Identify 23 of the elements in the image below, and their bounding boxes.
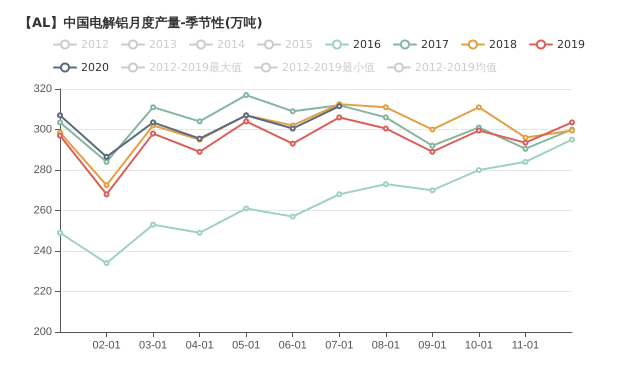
y-tick-label: 300 [34,124,52,136]
y-tick-label: 200 [34,326,52,338]
legend-label: 2019 [556,38,585,51]
y-tick-label: 260 [34,204,52,216]
y-tick-label: 240 [34,245,52,257]
x-tick-label: 03-01 [139,340,168,352]
y-tick-label: 280 [34,164,52,176]
legend-label: 2018 [488,38,517,51]
x-tick-label: 02-01 [92,340,121,352]
x-tick-label: 04-01 [186,340,214,352]
x-tick-label: 08-01 [372,340,400,352]
x-tick-label: 06-01 [278,340,307,352]
x-tick-label: 07-01 [325,340,354,352]
y-tick-label: 220 [34,286,52,298]
y-tick-label: 320 [34,83,52,95]
x-tick-label: 05-01 [232,340,260,352]
x-tick-label: 10-01 [464,340,493,352]
legend-label: 2017 [420,38,449,51]
x-tick-label: 11-01 [512,340,540,352]
chart-title: 【AL】中国电解铝月度产量-季节性(万吨) [19,15,263,31]
x-tick-label: 09-01 [418,340,446,352]
legend-label: 2016 [352,38,381,51]
legend-label: 2020 [81,61,109,74]
